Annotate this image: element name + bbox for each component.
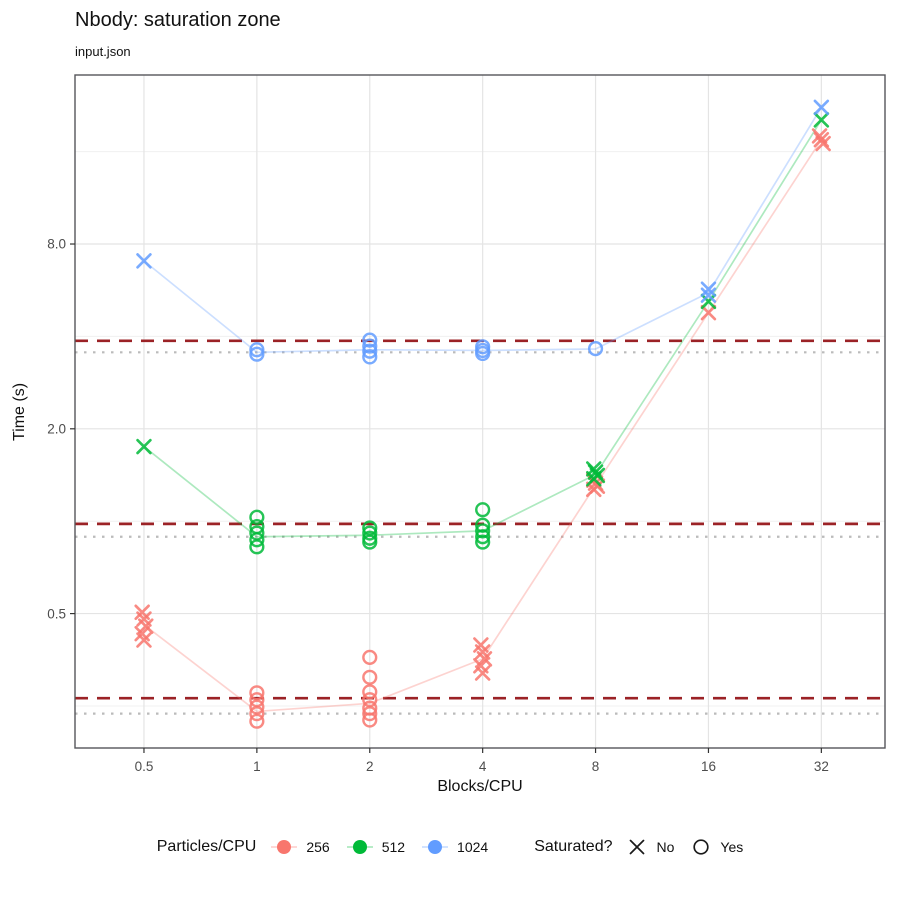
point-circle-256 [249,706,265,722]
legend-key-dot-icon [346,840,373,854]
legend-color-label: 1024 [457,839,489,855]
x-tick-label: 4 [479,759,487,774]
panel-background [75,75,885,748]
point-x-512 [586,470,602,487]
point-circle-256 [362,712,378,728]
chart-title: Nbody: saturation zone [75,9,281,31]
point-x-256 [138,618,154,634]
point-x-1024 [813,99,830,116]
point-circle-1024 [249,342,265,358]
legend-item-1024: 1024 [420,836,488,858]
legend-key-x [630,839,645,855]
point-circle-1024 [362,349,378,365]
x-axis-title: Blocks/CPU [437,778,523,795]
y-tick-label: 0.5 [47,606,66,621]
chart-subtitle: input.json [75,44,131,59]
legend-key-circle-icon [693,839,710,855]
y-tick-label: 2.0 [47,422,66,437]
legend-key-circle [693,839,710,855]
legend-color-title: Particles/CPU [156,838,257,855]
legend-color-label: 512 [381,839,406,855]
point-circle-256 [362,684,378,700]
point-circle-512 [362,525,378,541]
x-tick-label: 16 [701,759,716,774]
legend-key-point [352,840,367,854]
legend-key-dot-icon [422,840,449,854]
point-circle-1024 [475,345,491,362]
plot-panel: 0.5 1 2 4 8 16 32 0.5 2.0 8.0 [47,74,886,774]
legend: Particles/CPU 256 512 1024 Saturated? No Ye… [0,836,900,858]
point-circle-1024 [362,343,378,359]
point-circle-1024 [362,338,378,354]
point-x-256 [474,665,491,681]
legend-item-saturated-No: No [625,836,674,858]
legend-shape-group: Saturated? No Yes [534,836,743,858]
point-circle-512 [249,532,265,548]
point-circle-1024 [587,341,604,357]
point-circle-512 [475,517,491,533]
point-circle-1024 [249,346,265,362]
point-circle-256 [362,669,378,685]
point-x-1024 [700,287,717,303]
legend-shape-items: No Yes [625,836,743,858]
point-circle-256 [362,706,378,722]
trend-line-1024 [143,106,823,354]
point-x-256 [700,304,717,321]
legend-shape-label: Yes [720,839,744,855]
legend-item-512: 512 [345,836,405,858]
point-circle-256 [249,699,265,715]
point-circle-512 [362,520,378,536]
y-tick-label: 8.0 [47,237,66,252]
legend-shape-title: Saturated? [534,838,613,855]
point-x-256 [811,128,828,144]
point-x-256 [136,632,152,648]
legend-key-dot-icon [271,840,298,854]
point-x-512 [136,438,152,455]
point-x-256 [813,131,830,148]
legend-key-point [277,840,292,854]
point-circle-256 [249,685,265,701]
point-circle-512 [475,502,491,518]
x-tick-label: 8 [592,759,600,774]
point-x-1024 [136,253,152,269]
point-circle-512 [249,539,265,555]
x-tick-label: 2 [366,759,374,774]
point-x-1024 [700,281,717,297]
legend-shape-label: No [656,839,675,855]
point-circle-512 [475,529,491,545]
x-tick-label: 32 [814,759,829,774]
panel-border [74,74,886,749]
point-circle-512 [249,509,265,525]
point-x-256 [586,481,602,498]
x-tick-label: 0.5 [135,759,154,774]
legend-color-label: 256 [306,839,330,855]
point-circle-512 [362,534,378,550]
point-x-256 [476,651,493,667]
point-circle-256 [362,649,378,665]
legend-color-group: Particles/CPU 256 512 1024 [157,836,488,858]
point-x-512 [813,112,830,128]
legend-item-256: 256 [269,836,330,858]
point-x-256 [815,135,831,152]
legend-key-x-icon [630,839,645,855]
legend-color-items: 256 512 1024 [269,836,488,858]
point-circle-512 [475,523,491,539]
point-circle-1024 [362,332,378,348]
point-circle-512 [475,534,491,550]
legend-item-saturated-Yes: Yes [689,836,743,858]
legend-key-point [428,840,443,854]
y-axis-title: Time (s) [11,382,28,441]
point-circle-256 [249,713,265,729]
x-tick-label: 1 [253,759,261,774]
point-x-512 [700,293,717,310]
